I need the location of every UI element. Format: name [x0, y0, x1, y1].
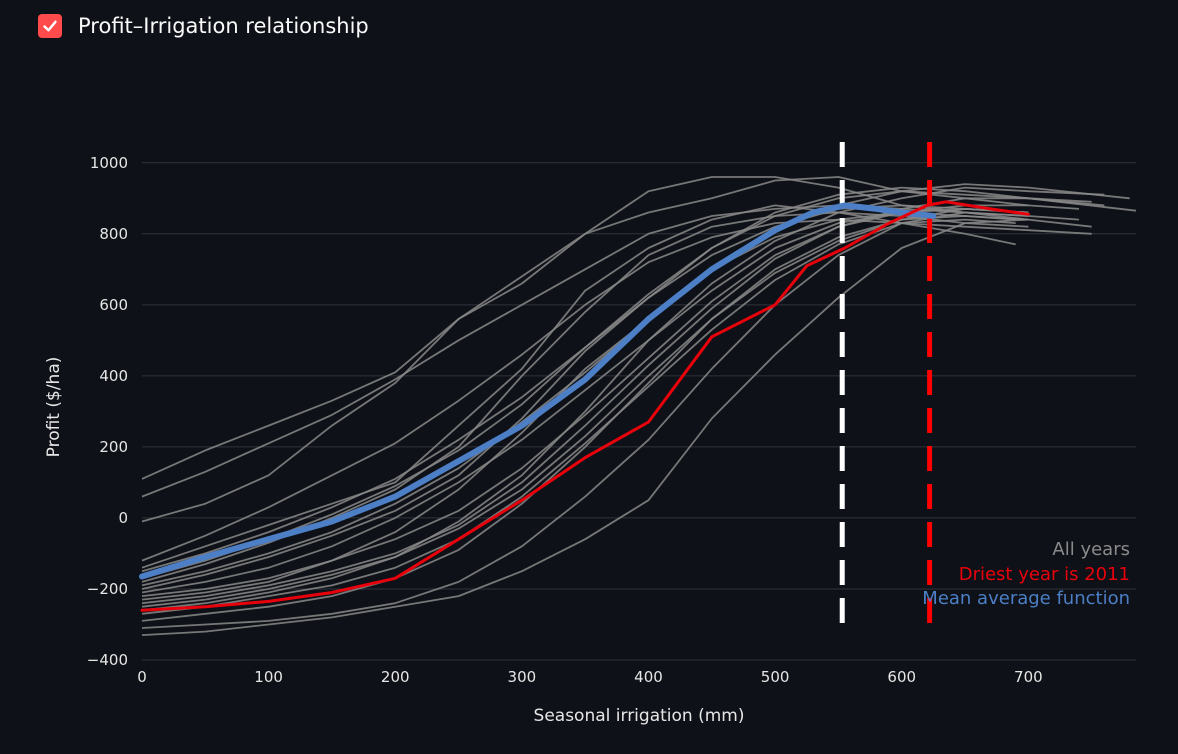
year-line-18 — [141, 190, 1092, 580]
year-line-17 — [141, 207, 1029, 597]
y-tick-label: 600 — [99, 296, 128, 314]
driest-year-line — [140, 200, 1030, 612]
year-line-4 — [141, 186, 1137, 590]
y-tick-label: 1000 — [90, 154, 128, 172]
year-line-12 — [141, 204, 1029, 573]
year-line-19 — [141, 215, 1016, 608]
year-line-9 — [141, 218, 1029, 636]
year-line-15 — [141, 211, 1029, 615]
y-tick-label: −200 — [87, 580, 128, 598]
optimum-lines — [839, 142, 933, 630]
x-tick-label: 0 — [137, 668, 147, 686]
x-tick-label: 500 — [761, 668, 790, 686]
y-tick-label: 0 — [118, 509, 128, 527]
x-tick-label: 700 — [1014, 668, 1043, 686]
grid-lines — [142, 162, 1136, 661]
year-line-13 — [141, 204, 1080, 594]
x-tick-label: 100 — [254, 668, 283, 686]
mean-average-line — [139, 202, 937, 580]
x-tick-label: 300 — [508, 668, 537, 686]
year-line-11 — [141, 218, 1016, 562]
checkbox-checked-icon[interactable] — [38, 14, 62, 38]
y-tick-label: 200 — [99, 438, 128, 456]
year-line-3 — [141, 211, 1029, 583]
checkbox-label: Profit–Irrigation relationship — [78, 14, 369, 38]
legend-driest-year: Driest year is 2011 — [959, 564, 1130, 585]
highlight-series — [139, 200, 1030, 612]
year-line-5 — [141, 211, 1029, 601]
legend-mean-average: Mean average function — [922, 588, 1130, 609]
year-line-1 — [141, 176, 1029, 523]
legend-all-years: All years — [1052, 539, 1130, 560]
profit-irrigation-checkbox[interactable]: Profit–Irrigation relationship — [38, 14, 369, 38]
x-axis-title: Seasonal irrigation (mm) — [534, 706, 745, 726]
checkmark-icon — [43, 20, 57, 32]
x-tick-label: 200 — [381, 668, 410, 686]
y-axis-title: Profit ($/ha) — [44, 357, 64, 458]
x-tick-label: 400 — [634, 668, 663, 686]
year-line-16 — [141, 183, 1130, 587]
x-tick-label: 600 — [887, 668, 916, 686]
x-tick-labels: 0 100 200 300 400 500 600 700 — [137, 668, 1042, 686]
y-tick-label: −400 — [87, 651, 128, 669]
y-tick-labels: −400 −200 0 200 400 600 800 1000 — [87, 154, 128, 669]
y-tick-label: 400 — [99, 367, 128, 385]
year-line-8 — [141, 218, 1016, 629]
year-line-2 — [141, 204, 1092, 569]
y-tick-label: 800 — [99, 225, 128, 243]
